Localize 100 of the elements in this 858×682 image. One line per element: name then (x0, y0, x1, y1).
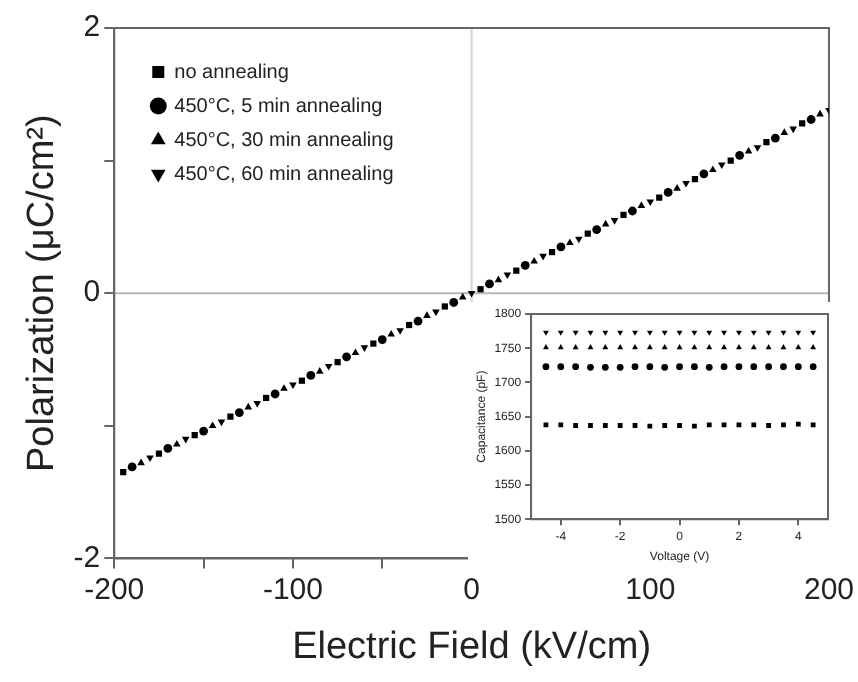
point (163, 443, 173, 453)
point (146, 455, 154, 463)
point (631, 363, 639, 371)
point (485, 279, 494, 289)
point (676, 363, 683, 371)
point (602, 344, 609, 350)
point (342, 352, 351, 362)
point (656, 194, 663, 201)
point (557, 363, 565, 371)
point (661, 363, 669, 371)
point (706, 422, 712, 428)
point (173, 439, 181, 447)
point (765, 344, 772, 350)
point (690, 363, 698, 371)
y-axis-title: Polarization (μC/cm²) (21, 114, 64, 473)
point (477, 286, 484, 293)
point (253, 401, 262, 408)
point (691, 423, 697, 429)
point (548, 248, 556, 256)
point (735, 363, 743, 371)
point (351, 348, 360, 356)
point (795, 344, 802, 350)
point (691, 176, 699, 183)
point (617, 344, 624, 350)
point (750, 330, 757, 336)
point (558, 422, 564, 428)
point (449, 298, 459, 307)
point (423, 311, 431, 318)
point (127, 462, 137, 472)
point (181, 436, 190, 444)
point (566, 238, 574, 246)
point (120, 469, 127, 476)
point (572, 330, 579, 336)
point (617, 330, 624, 336)
point (810, 344, 817, 350)
point (557, 330, 564, 336)
point (494, 275, 503, 283)
legend-label: 450°C, 30 min annealing (174, 129, 394, 152)
point (763, 138, 770, 146)
point (750, 363, 758, 371)
point (137, 458, 145, 466)
point (699, 169, 709, 179)
point (217, 419, 226, 427)
point (810, 422, 816, 428)
point (620, 211, 627, 219)
point (646, 363, 654, 371)
x-tick-label: 0 (463, 572, 480, 607)
point (280, 384, 288, 391)
point (673, 184, 681, 191)
point (530, 256, 538, 264)
point (661, 344, 668, 350)
point (717, 162, 726, 169)
point (199, 426, 209, 436)
point (405, 321, 413, 329)
point (557, 344, 564, 350)
point (601, 363, 609, 371)
point (315, 367, 324, 374)
x-tick-label: -200 (84, 572, 145, 607)
point (556, 242, 566, 252)
x-axis-title: Electric Field (kV/cm) (292, 625, 652, 668)
point (520, 260, 530, 270)
point (647, 423, 653, 429)
point (691, 344, 698, 350)
point (334, 359, 341, 366)
point (632, 330, 638, 336)
point (632, 344, 638, 350)
point (396, 328, 404, 335)
point (706, 344, 713, 350)
point (646, 330, 653, 336)
point (360, 345, 369, 352)
x-tick-label: 200 (803, 572, 854, 607)
point (539, 253, 547, 261)
point (298, 377, 305, 384)
point (592, 225, 602, 234)
point (587, 363, 594, 371)
point (234, 408, 244, 417)
point (628, 206, 637, 216)
point (646, 344, 653, 350)
point (795, 421, 801, 427)
point (263, 394, 270, 402)
point (751, 422, 757, 428)
point (765, 330, 772, 336)
point (324, 363, 333, 371)
point (208, 421, 217, 428)
legend-label: 450°C, 60 min annealing (174, 163, 394, 186)
point (306, 371, 316, 380)
point (661, 330, 668, 336)
point (770, 133, 780, 143)
point (780, 128, 789, 135)
point (191, 431, 198, 439)
point (227, 413, 234, 420)
point (780, 344, 787, 350)
point (601, 219, 610, 227)
point (799, 120, 806, 127)
point (727, 157, 734, 164)
point (441, 303, 448, 310)
point (765, 363, 773, 371)
point (503, 272, 512, 280)
legend-label: 450°C, 5 min annealing (174, 95, 383, 118)
point (682, 180, 690, 188)
